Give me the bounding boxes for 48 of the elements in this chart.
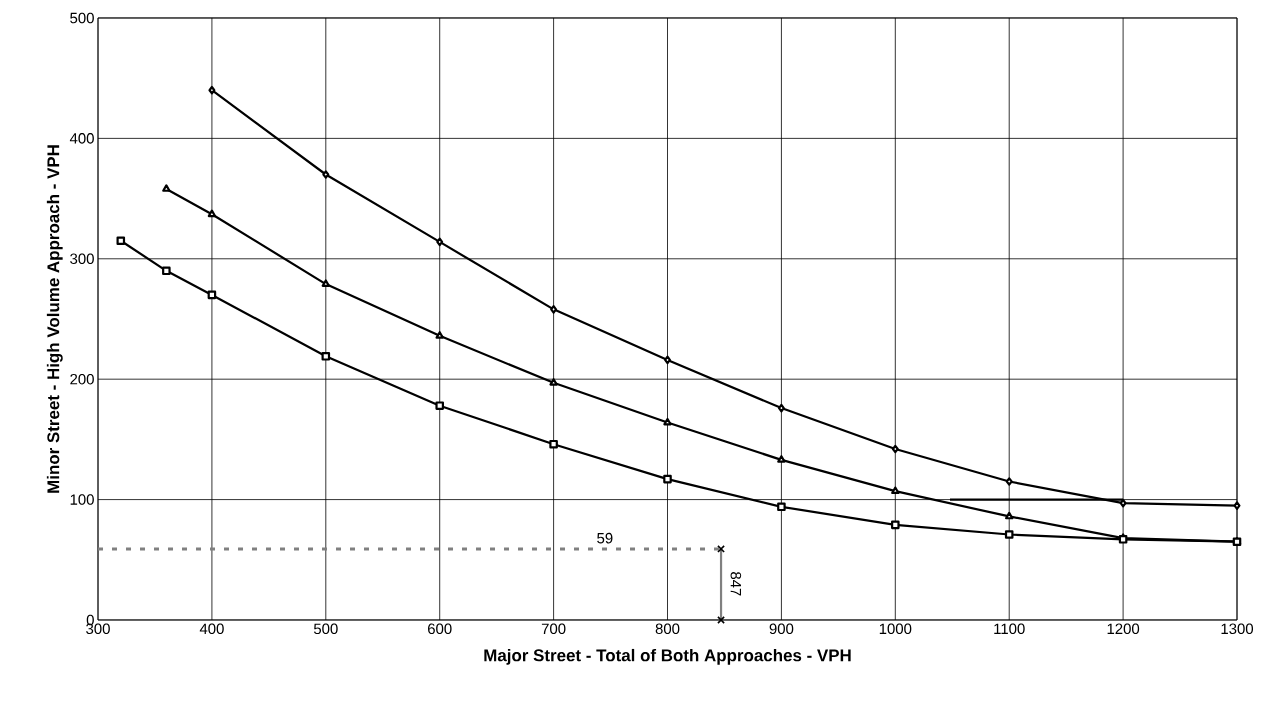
point — [891, 520, 900, 530]
y-tick-label: 300 — [70, 253, 94, 265]
point — [777, 502, 786, 512]
point — [322, 170, 330, 179]
x-tick-label: 1200 — [1107, 623, 1140, 635]
point — [162, 266, 171, 276]
point — [1005, 511, 1014, 520]
point — [1119, 498, 1127, 508]
x-tick-label: 1000 — [879, 623, 912, 635]
point — [549, 439, 558, 449]
x-tick-label: 1300 — [1221, 623, 1254, 635]
point — [435, 331, 444, 339]
point — [1004, 530, 1014, 539]
y-tick-label: 400 — [69, 133, 94, 144]
annotation: 847 — [730, 572, 742, 596]
point — [321, 352, 331, 361]
x-tick-label: 900 — [769, 623, 794, 635]
y-axis-title: Minor Street - High Volume Approach - VPH — [46, 145, 63, 493]
point — [891, 486, 900, 495]
point — [663, 474, 672, 484]
point — [1233, 501, 1241, 510]
annotation: 59 — [597, 532, 613, 544]
point — [1005, 477, 1013, 486]
point — [550, 305, 558, 314]
x-tick-label: 500 — [313, 623, 338, 635]
x-tick-label: 400 — [199, 623, 224, 635]
point — [663, 417, 672, 426]
point — [321, 279, 331, 287]
y-tick-label: 500 — [70, 12, 94, 24]
point — [436, 237, 444, 247]
point — [207, 290, 217, 300]
point — [162, 184, 171, 192]
y-tick-label: 200 — [70, 373, 94, 385]
point — [435, 401, 444, 410]
point — [116, 236, 126, 246]
point — [777, 403, 785, 413]
x-tick-label: 700 — [541, 623, 566, 635]
point — [208, 85, 216, 95]
point — [664, 355, 671, 365]
point — [549, 378, 558, 386]
point — [891, 444, 899, 454]
x-tick-label: 800 — [655, 623, 680, 635]
x-tick-label: 600 — [428, 623, 452, 635]
point — [207, 209, 217, 218]
x-tick-label: 1100 — [994, 623, 1025, 635]
point — [777, 455, 786, 463]
x-axis-title: Major Street - Total of Both Approaches - VPH — [484, 648, 851, 665]
y-tick-label: 100 — [70, 494, 94, 505]
